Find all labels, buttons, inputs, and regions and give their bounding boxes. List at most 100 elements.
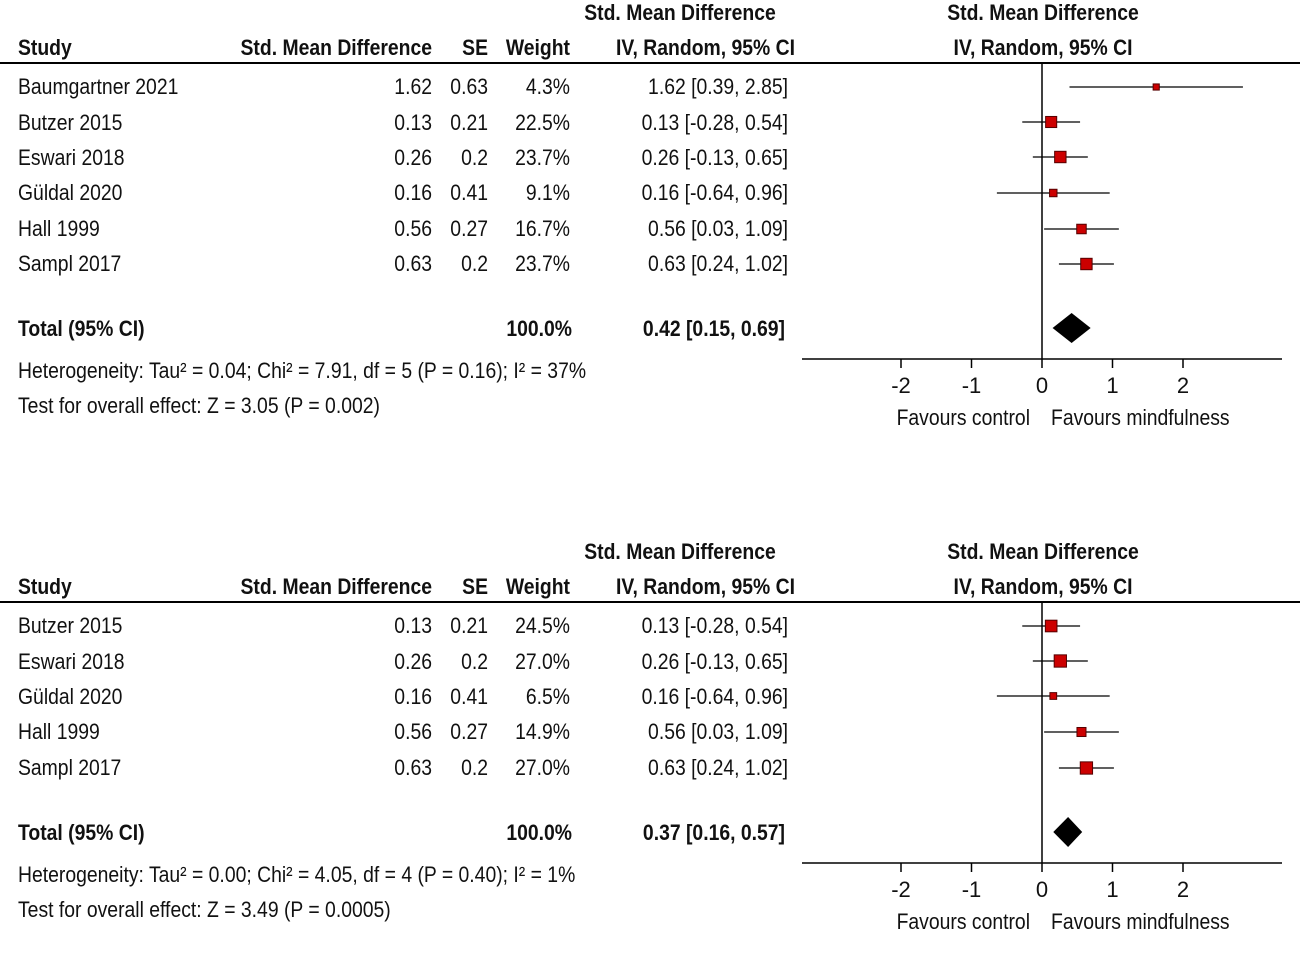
study-marker [1053, 654, 1067, 668]
forest-plot-graphic: -2 -1 0 1 2 [802, 62, 1282, 398]
pooled-effect-diamond [1052, 313, 1091, 343]
se-value: 0.27 [450, 719, 488, 744]
plot-column-header-top: Std. Mean Difference [947, 539, 1139, 564]
study-marker [1080, 257, 1093, 271]
total-weight: 100.0% [506, 820, 572, 845]
study-name: Eswari 2018 [18, 649, 125, 674]
smd-value: 0.26 [394, 145, 432, 170]
study-marker [1049, 188, 1058, 198]
x-tick-label: -2 [891, 373, 911, 398]
study-marker [1079, 761, 1094, 775]
weight-column-header: Weight [505, 35, 570, 60]
ci-column-header-bottom: IV, Random, 95% CI [616, 574, 795, 599]
study-name: Sampl 2017 [18, 251, 122, 276]
study-marker [1045, 115, 1058, 129]
weight-column-header: Weight [505, 574, 570, 599]
ci-value: 0.16 [-0.64, 0.96] [641, 684, 788, 709]
ci-value: 1.62 [0.39, 2.85] [648, 74, 788, 99]
ci-value: 0.13 [-0.28, 0.54] [641, 613, 788, 638]
x-tick-label: 0 [1036, 373, 1048, 398]
plot-column-header-top: Std. Mean Difference [947, 0, 1139, 25]
study-name: Güldal 2020 [18, 684, 123, 709]
se-value: 0.63 [450, 74, 488, 99]
header-rule [0, 601, 1300, 603]
smd-value: 0.13 [394, 613, 432, 638]
ci-value: 0.56 [0.03, 1.09] [648, 216, 788, 241]
favours-left-label: Favours control [896, 909, 1030, 934]
x-tick-label: 1 [1106, 373, 1118, 398]
weight-value: 6.5% [525, 684, 570, 709]
weight-value: 16.7% [515, 216, 570, 241]
weight-value: 4.3% [525, 74, 570, 99]
study-marker [1054, 150, 1067, 164]
x-tick-label: -1 [962, 877, 982, 902]
forest-plot-1: Std. Mean Difference Std. Mean Differenc… [0, 0, 1300, 440]
weight-value: 27.0% [515, 649, 570, 674]
se-value: 0.2 [461, 755, 488, 780]
study-name: Hall 1999 [18, 719, 100, 744]
total-label: Total (95% CI) [18, 316, 145, 341]
se-value: 0.2 [461, 649, 488, 674]
x-tick-label: 0 [1036, 877, 1048, 902]
study-marker [1076, 726, 1087, 738]
smd-column-header: Std. Mean Difference [240, 35, 432, 60]
plot-column-header-bottom: IV, Random, 95% CI [953, 574, 1133, 599]
smd-column-header: Std. Mean Difference [240, 574, 432, 599]
study-marker [1049, 692, 1058, 700]
study-name: Hall 1999 [18, 216, 100, 241]
se-value: 0.2 [461, 145, 488, 170]
weight-value: 24.5% [515, 613, 570, 638]
heterogeneity-text: Heterogeneity: Tau² = 0.00; Chi² = 4.05,… [18, 862, 576, 887]
smd-value: 1.62 [394, 74, 432, 99]
pooled-effect-diamond [1053, 817, 1083, 847]
se-column-header: SE [462, 35, 488, 60]
ci-value: 0.63 [0.24, 1.02] [648, 251, 788, 276]
forest-plot-2: Std. Mean Difference Std. Mean Differenc… [0, 539, 1300, 979]
favours-right-label: Favours mindfulness [1051, 909, 1230, 934]
x-tick-label: 1 [1106, 877, 1118, 902]
smd-value: 0.63 [394, 755, 432, 780]
smd-value: 0.13 [394, 110, 432, 135]
weight-value: 22.5% [515, 110, 570, 135]
ci-value: 0.63 [0.24, 1.02] [648, 755, 788, 780]
favours-left-label: Favours control [896, 405, 1030, 430]
x-tick-label: 2 [1177, 373, 1189, 398]
smd-value: 0.56 [394, 719, 432, 744]
se-value: 0.41 [450, 180, 488, 205]
se-value: 0.27 [450, 216, 488, 241]
weight-value: 27.0% [515, 755, 570, 780]
ci-column-header-top: Std. Mean Difference [584, 539, 776, 564]
overall-effect-text: Test for overall effect: Z = 3.49 (P = 0… [18, 897, 391, 922]
se-value: 0.21 [450, 110, 488, 135]
study-name: Güldal 2020 [18, 180, 123, 205]
smd-value: 0.56 [394, 216, 432, 241]
study-name: Sampl 2017 [18, 755, 122, 780]
total-ci: 0.42 [0.15, 0.69] [642, 316, 785, 341]
study-name: Eswari 2018 [18, 145, 125, 170]
total-ci: 0.37 [0.16, 0.57] [642, 820, 785, 845]
study-marker [1152, 83, 1160, 91]
smd-value: 0.26 [394, 649, 432, 674]
study-marker [1076, 223, 1087, 235]
weight-value: 23.7% [515, 251, 570, 276]
se-value: 0.2 [461, 251, 488, 276]
overall-effect-text: Test for overall effect: Z = 3.05 (P = 0… [18, 393, 380, 418]
total-weight: 100.0% [506, 316, 572, 341]
ci-value: 0.56 [0.03, 1.09] [648, 719, 788, 744]
forest-plot-graphic: -2 -1 0 1 2 [802, 601, 1282, 902]
ci-value: 0.13 [-0.28, 0.54] [641, 110, 788, 135]
ci-column-header-bottom: IV, Random, 95% CI [616, 35, 795, 60]
study-name: Butzer 2015 [18, 613, 123, 638]
weight-value: 14.9% [515, 719, 570, 744]
study-name: Baumgartner 2021 [18, 74, 179, 99]
study-column-header: Study [18, 574, 72, 599]
x-tick-label: 2 [1177, 877, 1189, 902]
se-value: 0.21 [450, 613, 488, 638]
plot-column-header-bottom: IV, Random, 95% CI [953, 35, 1133, 60]
study-marker [1044, 619, 1058, 633]
x-tick-label: -1 [962, 373, 982, 398]
favours-right-label: Favours mindfulness [1051, 405, 1230, 430]
ci-value: 0.26 [-0.13, 0.65] [641, 145, 788, 170]
smd-value: 0.16 [394, 180, 432, 205]
ci-column-header-top: Std. Mean Difference [584, 0, 776, 25]
